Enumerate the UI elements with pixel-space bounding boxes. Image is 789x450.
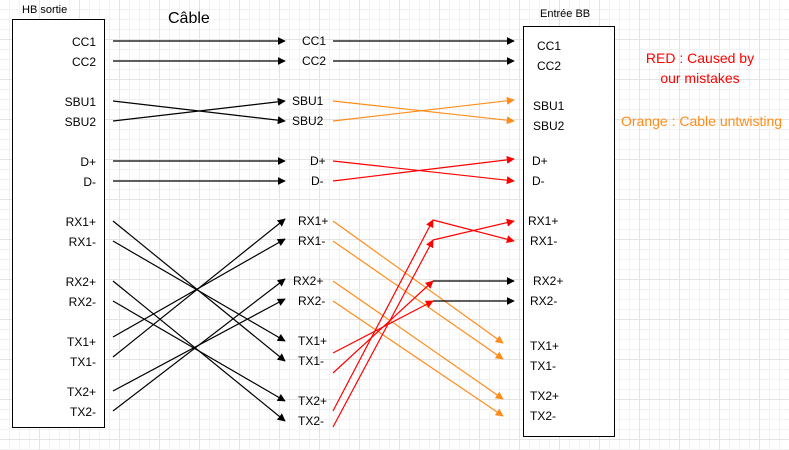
wire-tx2m-rx2p [112,278,286,412]
left-pin-dm: D- [83,175,96,189]
cable-title: Câble [168,10,210,27]
board-wire-to-rx1m [432,219,515,244]
right-pin-dm: D- [532,174,545,188]
mid-pin-rx2p: RX2+ [293,274,324,288]
board-wire-dp [332,160,515,185]
board-wire-rx1p [332,220,504,344]
mid-pin-dm: D- [311,174,324,188]
right-pin-tx1p: TX1+ [530,339,560,353]
right-connector-title: Entrée BB [540,8,591,20]
left-pin-sbu2: SBU2 [64,115,96,129]
cable-wires [112,37,286,422]
right-pin-rx2p: RX2+ [533,274,564,288]
left-connector-box: CC1 CC2 SBU1 SBU2 D+ D- RX1+ RX1- RX2+ R… [12,19,105,428]
mid-pin-sbu1: SBU1 [292,94,324,108]
right-pin-rx1m: RX1- [530,234,558,248]
right-connector-box: CC1 CC2 SBU1 SBU2 D+ D- RX1+ RX1- RX2+ R… [523,26,615,437]
right-pin-tx1m: TX1- [530,359,557,373]
left-pin-cc1: CC1 [71,35,96,49]
right-pin-cc2: CC2 [537,59,562,73]
mid-pin-dp: D+ [310,154,326,168]
board-wire-rx2p [332,280,504,400]
board-wire-rx2m [332,300,504,417]
wire-rx1m-tx1p [112,240,286,342]
left-pin-rx1p: RX1+ [65,215,96,229]
right-pin-sbu2: SBU2 [533,119,565,133]
wire-sbu2-sbu1 [112,97,286,122]
board-wire-dm [332,155,515,182]
left-pin-rx2p: RX2+ [65,275,96,289]
board-wire-tx1m [332,280,434,374]
right-pin-tx2p: TX2+ [530,389,560,403]
mid-pin-rx1m: RX1- [298,234,326,248]
mid-pin-tx2p: TX2+ [298,394,328,408]
wire-tx1m-rx1p [112,218,286,358]
mid-pin-tx1p: TX1+ [298,334,328,348]
left-pin-tx1p: TX1+ [66,335,96,349]
left-pin-dp: D+ [80,155,96,169]
mid-pin-tx1m: TX1- [298,354,325,368]
right-pin-sbu1: SBU1 [533,99,565,113]
mid-pin-sbu2: SBU2 [292,114,324,128]
right-pin-rx1p: RX1+ [528,214,559,228]
left-pin-tx2m: TX2- [69,405,96,419]
mid-pin-rx2m: RX2- [298,294,326,308]
right-pin-dp: D+ [532,154,548,168]
left-pin-tx2p: TX2+ [66,385,96,399]
board-wires [332,37,515,428]
mid-pin-rx1p: RX1+ [298,214,329,228]
mid-pin-cc2: CC2 [302,54,327,68]
legend-red: RED : Caused by our mistakes [640,48,760,88]
left-pin-tx1m: TX1- [69,355,96,369]
mid-pin-cc1: CC1 [302,34,327,48]
mid-pin-tx2m: TX2- [298,414,325,428]
left-pin-cc2: CC2 [71,55,96,69]
wire-rx2m-tx2p [112,300,286,402]
left-pin-rx2m: RX2- [68,295,96,309]
board-wire-sbu2 [332,96,515,122]
board-wire-tx2p [332,219,434,412]
board-wire-tx2m [332,239,434,428]
left-pin-sbu1: SBU1 [64,95,96,109]
legend-red-line1: RED : Caused by [645,50,755,66]
left-connector-title: HB sortie [22,4,68,16]
left-pin-rx1m: RX1- [68,235,96,249]
right-pin-cc1: CC1 [537,39,562,53]
right-pin-tx2m: TX2- [530,409,557,423]
board-wire-rx1m [332,240,504,360]
legend-orange: Orange : Cable untwisting [621,113,783,129]
legend-red-line2: our mistakes [660,70,740,86]
right-pin-rx2m: RX2- [530,294,558,308]
